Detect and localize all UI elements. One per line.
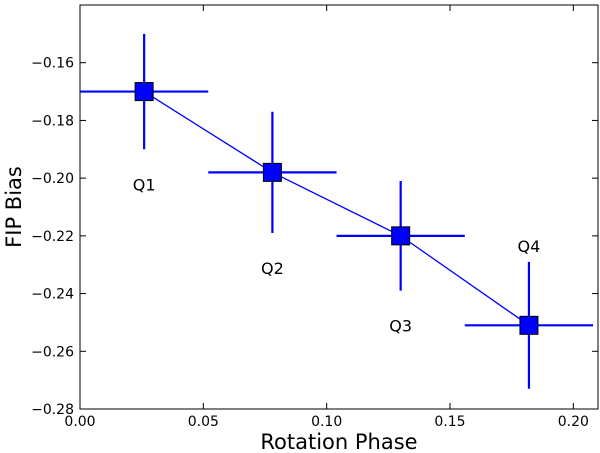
- x-tick-label: 0.20: [558, 414, 589, 430]
- y-tick-label: −0.28: [31, 402, 74, 418]
- x-axis: 0.00 0.05 0.10 0.15 0.20: [64, 5, 589, 430]
- data-point: [391, 226, 411, 246]
- x-tick-label: 0.05: [188, 414, 219, 430]
- x-tick-label: 0.10: [311, 414, 342, 430]
- point-label: Q3: [389, 317, 412, 336]
- x-tick-label: 0.15: [434, 414, 465, 430]
- y-tick-label: −0.16: [31, 56, 74, 72]
- data-point: [134, 82, 154, 102]
- series-layer: [80, 33, 594, 389]
- y-tick-label: −0.24: [31, 287, 74, 303]
- data-point: [519, 315, 539, 335]
- x-tick-label: 0.00: [64, 414, 95, 430]
- y-tick-label: −0.22: [31, 229, 74, 245]
- point-label: Q2: [261, 259, 284, 278]
- plot-frame: [79, 4, 599, 410]
- point-labels: Q1 Q2 Q3 Q4: [133, 175, 541, 335]
- series-line: [143, 91, 530, 326]
- y-tick-label: −0.26: [31, 344, 74, 360]
- point-label: Q4: [518, 237, 541, 256]
- y-axis-title: FIP Bias: [2, 166, 26, 248]
- y-tick-label: −0.20: [31, 171, 74, 187]
- data-point: [262, 162, 282, 182]
- x-axis-title: Rotation Phase: [260, 430, 417, 453]
- y-tick-label: −0.18: [31, 113, 74, 129]
- plot-background: [80, 5, 598, 409]
- point-label: Q1: [133, 175, 156, 194]
- y-axis: −0.16 −0.18 −0.20 −0.22 −0.24 −0.26 −0.28: [31, 56, 598, 418]
